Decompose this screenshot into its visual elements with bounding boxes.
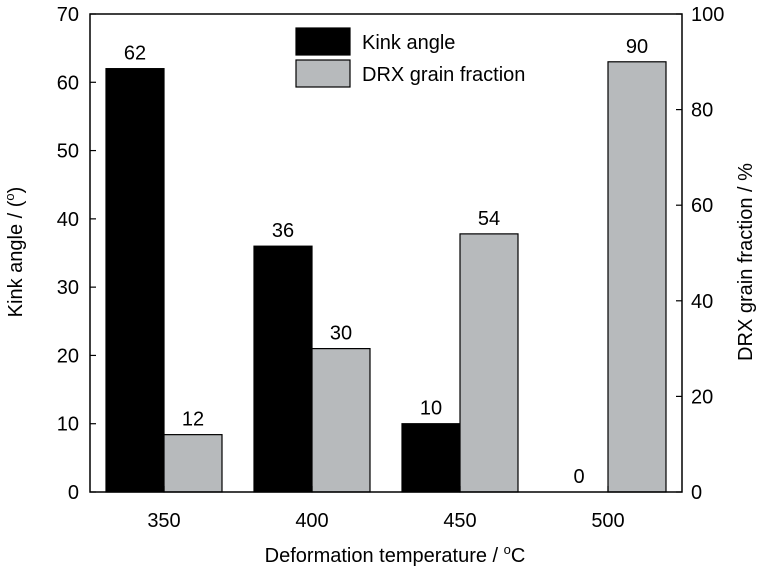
y-tick-label: 60 (57, 72, 79, 94)
x-tick-label: 400 (295, 510, 328, 532)
bar-drx-grain-fraction-350 (163, 434, 223, 493)
data-label: 30 (330, 323, 352, 345)
y-tick-label: 40 (57, 209, 79, 231)
bar-kink-angle-450 (401, 423, 461, 493)
plot-area (105, 61, 667, 493)
data-label: 62 (124, 43, 146, 65)
data-label: 90 (626, 36, 648, 58)
bar-drx-grain-fraction-400 (311, 348, 371, 493)
y-tick-label: 0 (68, 482, 79, 504)
y-axis-title: Kink angle / (o) (2, 187, 27, 318)
bar-kink-angle-400 (253, 245, 313, 493)
y2-tick-label: 60 (691, 195, 713, 217)
data-label: 54 (478, 208, 500, 230)
data-label: 36 (272, 220, 294, 242)
bar-kink-angle-350 (105, 68, 165, 493)
legend-label: DRX grain fraction (362, 64, 525, 86)
bar-drx-grain-fraction-500 (607, 61, 667, 493)
y2-axis-title: DRX grain fraction / % (735, 163, 757, 361)
y2-tick-label: 80 (691, 100, 713, 122)
y2-tick-label: 100 (691, 4, 724, 26)
y-tick-label: 10 (57, 414, 79, 436)
x-axis-title: Deformation temperature / oC (265, 542, 526, 567)
y-tick-label: 30 (57, 277, 79, 299)
x-tick-label: 350 (147, 510, 180, 532)
y-tick-label: 70 (57, 4, 79, 26)
y-tick-label: 20 (57, 345, 79, 367)
data-label: 12 (182, 409, 204, 431)
data-label: 0 (573, 466, 584, 488)
y2-tick-label: 0 (691, 482, 702, 504)
plot-frame (89, 13, 683, 493)
x-tick-label: 500 (591, 510, 624, 532)
y2-tick-label: 20 (691, 386, 713, 408)
x-tick-label: 450 (443, 510, 476, 532)
y-tick-label: 50 (57, 141, 79, 163)
legend-swatch-drx-grain-fraction (295, 59, 351, 88)
y2-tick-label: 40 (691, 291, 713, 313)
data-label: 10 (420, 398, 442, 420)
data-labels: 62 12 36 30 10 54 0 90 (124, 36, 648, 488)
legend-swatch-kink-angle (295, 27, 351, 56)
legend-label: Kink angle (362, 32, 455, 54)
legend: Kink angle DRX grain fraction (295, 27, 525, 88)
bar-drx-grain-fraction-450 (459, 233, 519, 493)
